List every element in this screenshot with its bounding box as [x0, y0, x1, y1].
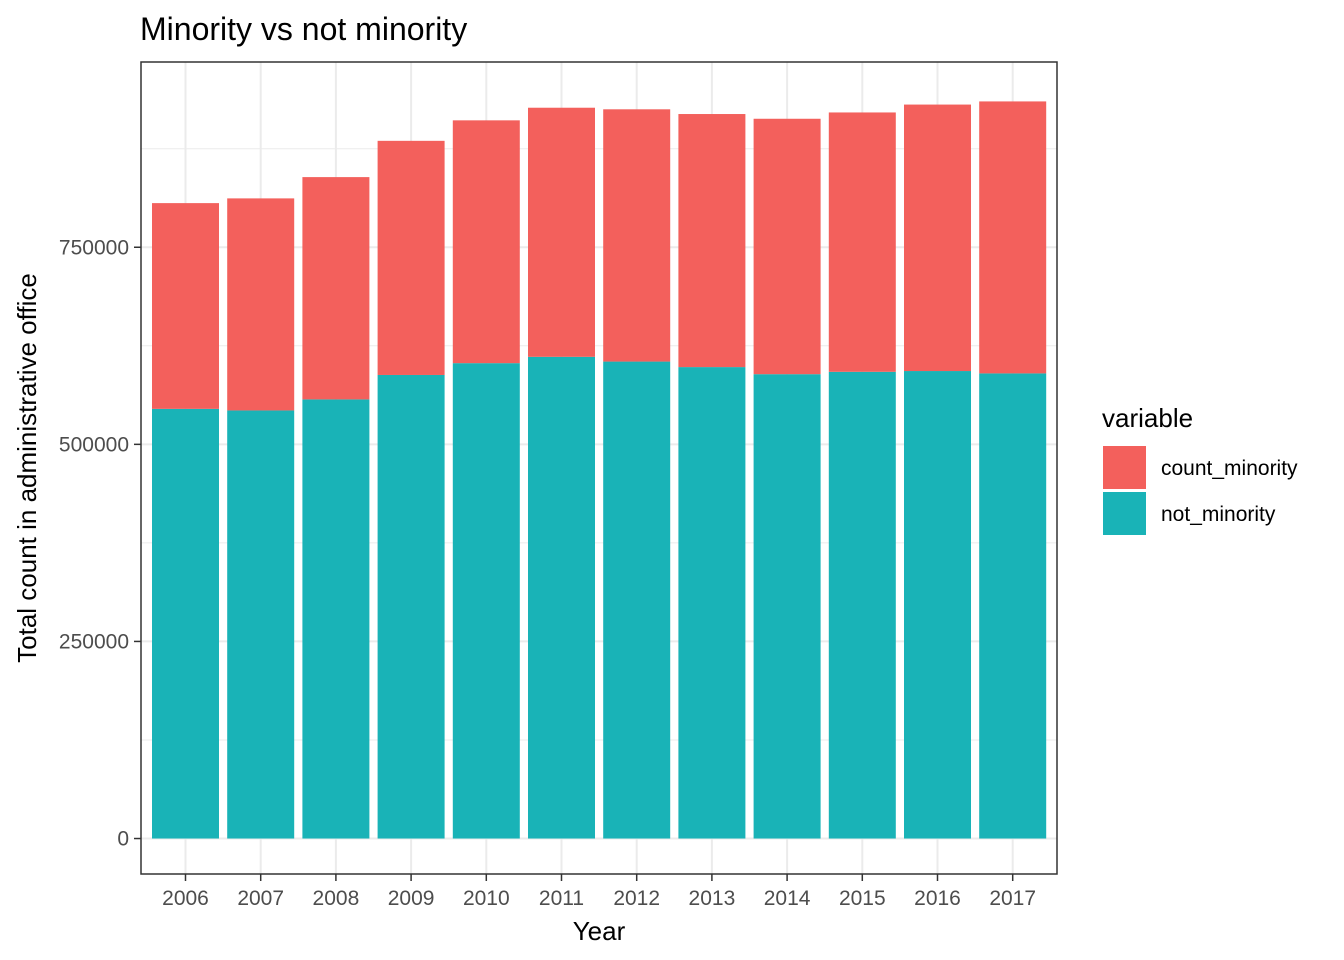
- x-tick-label: 2016: [914, 887, 961, 910]
- y-tick-label: 250000: [59, 630, 129, 653]
- bar-not-minority-2017: [979, 373, 1047, 839]
- bar-count-minority-2008: [302, 177, 370, 400]
- bar-not-minority-2013: [678, 367, 746, 839]
- bar-count-minority-2009: [377, 140, 445, 375]
- bar-count-minority-2010: [452, 120, 520, 364]
- bar-not-minority-2007: [227, 410, 295, 839]
- y-axis: 0 250000 500000 750000: [59, 236, 141, 851]
- x-tick-label: 2009: [388, 887, 435, 910]
- bar-not-minority-2009: [377, 374, 445, 839]
- bar-count-minority-2006: [152, 203, 219, 409]
- bar-not-minority-2011: [528, 356, 595, 839]
- legend-label-not-minority: not_minority: [1161, 503, 1276, 526]
- x-axis-title: Year: [573, 916, 626, 946]
- bar-count-minority-2014: [753, 118, 821, 375]
- legend-swatch-count-minority: [1103, 446, 1146, 489]
- bar-not-minority-2010: [452, 363, 520, 839]
- x-tick-label: 2012: [613, 887, 660, 910]
- bar-not-minority-2016: [904, 371, 971, 839]
- bar-count-minority-2017: [979, 101, 1047, 374]
- legend-label-count-minority: count_minority: [1161, 457, 1298, 480]
- y-tick-label: 500000: [59, 433, 129, 456]
- legend: variable count_minority not_minority: [1102, 403, 1298, 535]
- x-tick-label: 2013: [689, 887, 736, 910]
- y-tick-label: 0: [117, 828, 129, 851]
- bar-count-minority-2016: [904, 104, 971, 372]
- plot-panel-border: [140, 61, 1058, 875]
- bar-count-minority-2011: [528, 107, 595, 357]
- x-tick-label: 2011: [539, 887, 584, 910]
- x-tick-label: 2014: [764, 887, 811, 910]
- legend-title: variable: [1102, 403, 1193, 433]
- bar-not-minority-2012: [603, 361, 671, 839]
- bar-not-minority-2015: [828, 371, 896, 839]
- x-tick-label: 2017: [989, 887, 1036, 910]
- bars: [152, 101, 1047, 839]
- x-tick-label: 2006: [162, 887, 209, 910]
- bar-not-minority-2008: [302, 399, 370, 839]
- bar-not-minority-2014: [753, 374, 821, 839]
- x-tick-label: 2007: [237, 887, 284, 910]
- bar-count-minority-2013: [678, 114, 746, 368]
- x-axis: 2006 2007 2008 2009 2010 2011 2012 2013 2014 2015…: [162, 874, 1036, 910]
- x-tick-label: 2008: [313, 887, 360, 910]
- bar-not-minority-2006: [152, 408, 219, 839]
- x-tick-label: 2010: [463, 887, 510, 910]
- y-tick-label: 750000: [59, 236, 129, 259]
- bar-count-minority-2012: [603, 109, 671, 362]
- y-axis-title: Total count in administrative office: [12, 273, 42, 663]
- chart-title: Minority vs not minority: [140, 11, 467, 47]
- bar-count-minority-2007: [227, 198, 295, 411]
- bar-count-minority-2015: [828, 112, 896, 372]
- legend-swatch-not-minority: [1103, 492, 1146, 535]
- x-tick-label: 2015: [839, 887, 886, 910]
